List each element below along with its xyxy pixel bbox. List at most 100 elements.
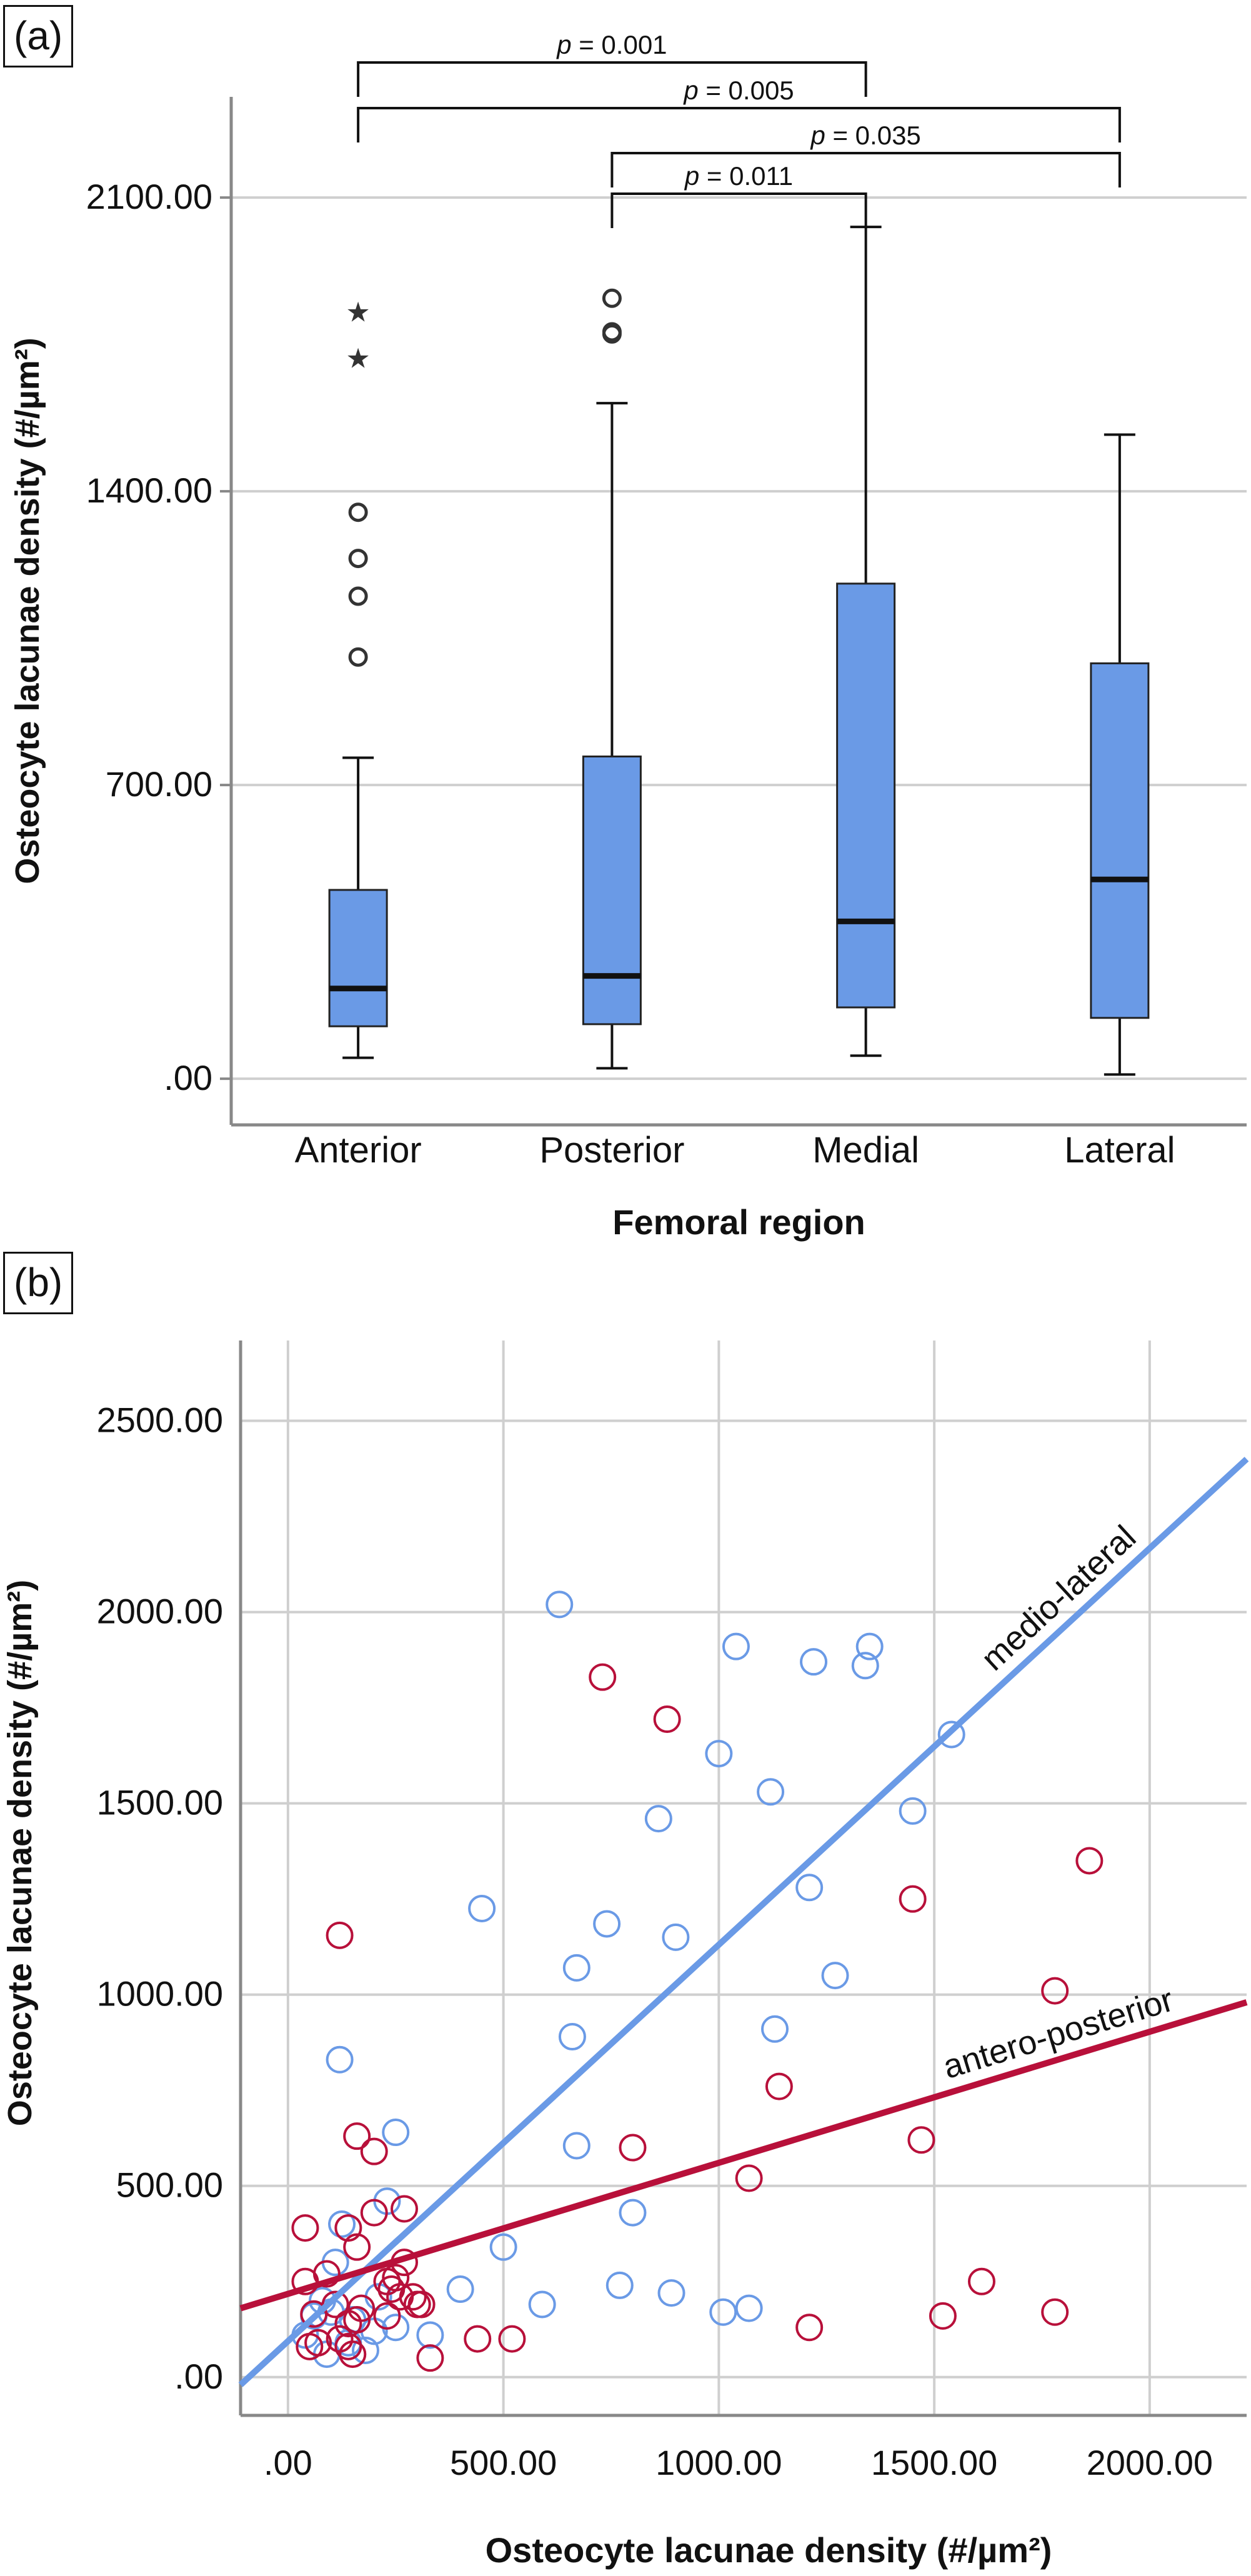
chart-b-scatter: .00 500.00 1000.00 1500.00 2000.00 2500.00 .00… [1, 1340, 1249, 2570]
data-point-antero-posterior [929, 2302, 957, 2330]
data-point-medio-lateral [562, 1954, 591, 1982]
data-point-antero-posterior [653, 1705, 681, 1733]
x-tick-label: 1000.00 [655, 2443, 782, 2482]
series-annotation-medio-lateral: medio-lateral [974, 1518, 1143, 1677]
outlier-marker [348, 502, 368, 522]
data-point-antero-posterior [339, 2340, 367, 2369]
data-point-medio-lateral [528, 2290, 556, 2319]
outlier-marker [348, 549, 368, 569]
data-point-medio-lateral [328, 2210, 356, 2238]
outlier-marker [602, 322, 622, 342]
outlier-marker [348, 647, 368, 667]
x-axis-title: Femoral region [612, 1202, 865, 1242]
p-value-label: p = 0.001 [556, 30, 667, 59]
data-point-medio-lateral [662, 1923, 690, 1951]
y-tick-label: .00 [174, 2357, 223, 2396]
outlier-marker [602, 288, 622, 308]
data-point-medio-lateral [722, 1632, 750, 1660]
data-point-antero-posterior [291, 2214, 319, 2242]
p-value-text: = 0.001 [572, 30, 667, 59]
data-point-antero-posterior [343, 2122, 371, 2150]
data-point-medio-lateral [562, 2132, 591, 2160]
data-point-medio-lateral [382, 2119, 410, 2147]
data-point-antero-posterior [589, 1663, 617, 1691]
box-iqr [582, 755, 642, 1026]
data-point-medio-lateral [709, 2298, 737, 2326]
data-point-medio-lateral [326, 2045, 354, 2074]
box-iqr [328, 889, 388, 1027]
data-point-antero-posterior [464, 2325, 492, 2353]
data-point-medio-lateral [416, 2321, 444, 2349]
data-point-medio-lateral [558, 2023, 586, 2051]
data-point-medio-lateral [657, 2279, 685, 2307]
y-tick-label: 2100.00 [86, 177, 212, 216]
data-point-antero-posterior [619, 2134, 647, 2162]
y-tick-label: 1000.00 [97, 1974, 223, 2014]
data-point-medio-lateral [606, 2271, 634, 2299]
y-axis-title: Osteocyte lacunae density (#/µm²) [9, 337, 46, 884]
data-point-antero-posterior [1041, 1977, 1069, 2005]
fit-line-medio-lateral [238, 1457, 1249, 2387]
data-point-medio-lateral [351, 2336, 379, 2364]
data-point-medio-lateral [619, 2199, 647, 2227]
y-tick-label: .00 [164, 1058, 212, 1097]
data-point-medio-lateral [937, 1720, 965, 1749]
data-point-antero-posterior [360, 2199, 388, 2227]
data-point-antero-posterior [312, 2260, 341, 2288]
data-point-antero-posterior [343, 2233, 371, 2261]
significance-bracket [357, 107, 1121, 142]
data-point-medio-lateral [468, 1894, 496, 1922]
data-point-medio-lateral [489, 2233, 517, 2261]
x-tick-label: 2000.00 [1087, 2443, 1213, 2482]
x-axis-title: Osteocyte lacunae density (#/µm²) [486, 2530, 1052, 2570]
data-point-antero-posterior [360, 2137, 388, 2165]
significance-bracket [611, 192, 867, 228]
data-point-antero-posterior [343, 2305, 371, 2334]
data-point-antero-posterior [907, 2126, 935, 2154]
data-point-antero-posterior [967, 2267, 995, 2295]
data-point-antero-posterior [795, 2314, 824, 2342]
data-point-medio-lateral [760, 2015, 789, 2043]
data-point-antero-posterior [765, 2072, 793, 2100]
p-value-label: p = 0.035 [809, 121, 920, 150]
p-symbol: p [556, 30, 571, 59]
data-point-antero-posterior [735, 2164, 763, 2192]
significance-bracket [611, 152, 1121, 187]
data-point-medio-lateral [851, 1652, 879, 1680]
y-tick-label: 1500.00 [97, 1783, 223, 1822]
data-point-medio-lateral [800, 1648, 828, 1676]
data-point-antero-posterior [373, 2302, 401, 2330]
data-point-antero-posterior [1075, 1847, 1104, 1875]
data-point-medio-lateral [795, 1874, 824, 1902]
data-point-antero-posterior [334, 2332, 362, 2360]
outlier-marker [348, 586, 368, 606]
data-point-antero-posterior [326, 1921, 354, 1949]
data-point-medio-lateral [644, 1805, 672, 1833]
y-tick-label: 1400.00 [86, 471, 212, 510]
data-point-medio-lateral [446, 2275, 474, 2304]
data-point-medio-lateral [757, 1778, 785, 1806]
p-value-label: p = 0.011 [684, 161, 793, 191]
data-point-medio-lateral [705, 1740, 733, 1768]
data-point-medio-lateral [821, 1962, 849, 1990]
significance-bracket [357, 61, 867, 97]
p-symbol: p [682, 76, 698, 105]
y-axis-title: Osteocyte lacunae density (#/µm²) [1, 1580, 39, 2126]
box-iqr [1090, 662, 1150, 1019]
fit-line-antero-posterior [239, 1999, 1248, 2312]
data-point-medio-lateral [593, 1910, 621, 1938]
panel-label-b: (b) [3, 1252, 74, 1314]
chart-a-boxplot: .00 700.00 1400.00 2100.00 ★ ★ Anterior Posteri… [9, 30, 1247, 1242]
data-point-antero-posterior [399, 2283, 427, 2311]
p-symbol: p [684, 161, 699, 191]
p-value-text: = 0.035 [825, 121, 921, 150]
data-point-medio-lateral [855, 1632, 884, 1660]
data-point-antero-posterior [407, 2290, 436, 2319]
p-value-text: = 0.005 [699, 76, 794, 105]
data-point-medio-lateral [899, 1797, 927, 1825]
data-point-antero-posterior [334, 2214, 362, 2242]
p-value-label: p = 0.005 [682, 76, 794, 105]
data-point-antero-posterior [304, 2329, 332, 2357]
x-tick-label: Lateral [1064, 1130, 1175, 1171]
extreme-star-marker: ★ [346, 296, 370, 328]
